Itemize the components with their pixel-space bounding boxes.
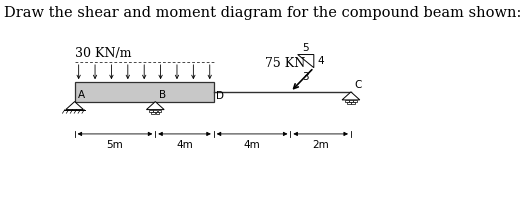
Bar [153,110,157,112]
Text: 5: 5 [302,42,309,53]
Polygon shape [146,102,164,110]
Text: 2m: 2m [312,140,329,150]
Bar [351,102,355,104]
Bar [149,110,153,112]
Bar [347,102,351,104]
Text: B: B [159,89,166,100]
Text: 75 KN: 75 KN [265,57,306,70]
Text: Draw the shear and moment diagram for the compound beam shown:: Draw the shear and moment diagram for th… [4,6,521,20]
Polygon shape [342,92,360,100]
Bar [345,100,349,102]
Text: D: D [216,90,224,101]
Text: 30 KN/m: 30 KN/m [75,47,131,60]
Text: C: C [354,80,362,90]
Bar [353,100,357,102]
Bar [158,110,162,112]
Bar [156,112,159,114]
Text: 5m: 5m [107,140,123,150]
Text: 4: 4 [317,56,324,66]
Bar [349,100,353,102]
Polygon shape [75,82,214,102]
Text: 4m: 4m [244,140,260,150]
Bar [151,112,155,114]
Text: A: A [78,89,85,100]
Text: 3: 3 [302,72,309,82]
Text: 4m: 4m [176,140,193,150]
Polygon shape [66,102,83,110]
